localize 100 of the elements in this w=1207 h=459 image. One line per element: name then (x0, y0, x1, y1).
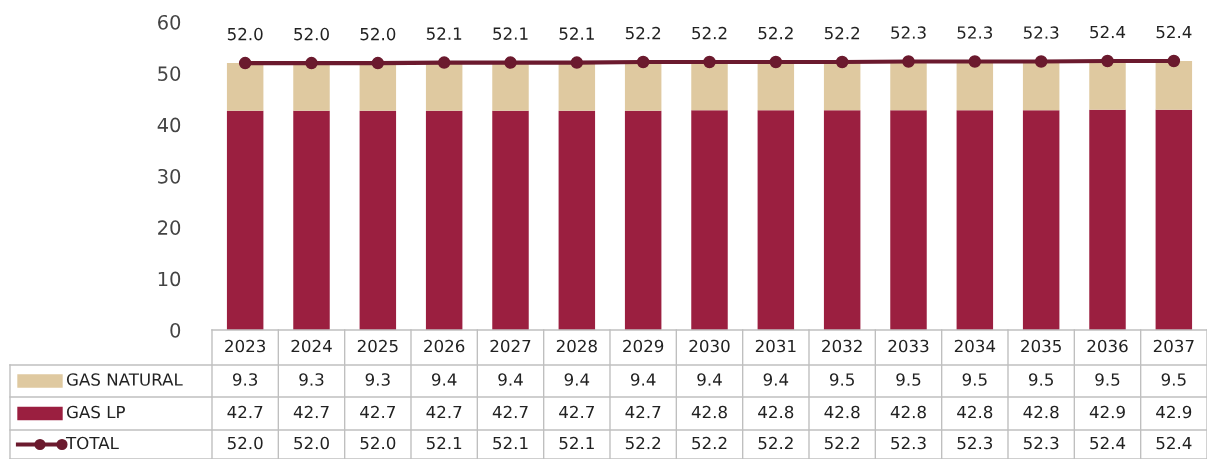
data-label: 42.7 (227, 405, 263, 419)
x-tick-label: 2036 (1087, 339, 1128, 353)
text: 52.0 (294, 27, 329, 41)
bar (226, 63, 264, 111)
bar (1155, 61, 1193, 110)
bar (425, 110, 463, 330)
legend-label: GAS NATURAL (66, 373, 183, 386)
x-tick-label: 2033 (888, 339, 929, 353)
y-tick-label: 20 (158, 220, 181, 235)
data-label: 52.1 (559, 436, 594, 450)
data-label: 42.7 (360, 405, 395, 419)
text: 52.4 (1090, 25, 1126, 39)
bar (492, 62, 529, 111)
text: 52.2 (692, 26, 727, 40)
text: 52.1 (493, 27, 528, 40)
data-label: 9.4 (763, 373, 789, 386)
x-tick-label: 2024 (291, 339, 332, 353)
y-tick-label: 60 (158, 14, 181, 30)
data-label: 42.7 (625, 405, 661, 419)
data-label: 9.5 (1095, 373, 1120, 386)
data-label: 42.7 (492, 405, 528, 419)
bar (956, 110, 994, 330)
bar (1022, 110, 1060, 330)
bar (624, 62, 662, 111)
data-label: 52.0 (227, 436, 263, 450)
text: 52.2 (758, 26, 793, 40)
data-label: 52.2 (758, 436, 793, 450)
x-tick-label: 2029 (623, 339, 664, 353)
data-label: 42.8 (691, 405, 727, 419)
data-label: 42.8 (1023, 405, 1059, 419)
data-label: 42.8 (758, 405, 794, 419)
x-tick-label: 2034 (954, 339, 996, 353)
y-tick-label: 40 (157, 117, 181, 133)
data-label: 42.9 (1089, 405, 1125, 419)
bar (823, 61, 861, 111)
data-label: 9.4 (564, 373, 590, 386)
bar (1089, 61, 1126, 110)
text: 52.0 (360, 27, 396, 41)
y-tick-label: 30 (158, 168, 181, 184)
data-label: 9.4 (697, 373, 722, 386)
x-tick-label: 2023 (225, 339, 266, 353)
data-label: 52.1 (426, 436, 462, 450)
bar (691, 62, 728, 111)
text: 52.1 (559, 27, 594, 40)
data-label: 52.3 (957, 436, 993, 450)
data-label: 42.7 (293, 405, 329, 419)
data-label: 9.3 (299, 373, 324, 386)
text: 52.1 (426, 27, 462, 40)
bar (359, 110, 397, 330)
data-label: 52.1 (493, 436, 528, 450)
data-label: 42.9 (1156, 405, 1192, 419)
x-tick-label: 2035 (1021, 339, 1061, 353)
data-label: 52.0 (294, 436, 329, 450)
text: 52.3 (1023, 26, 1059, 39)
text: 52.3 (957, 26, 993, 39)
text: 52.3 (891, 26, 926, 39)
data-label: 9.3 (365, 373, 390, 386)
x-tick-label: 2026 (424, 339, 465, 353)
bar (956, 61, 994, 111)
x-tick-label: 2037 (1153, 339, 1194, 353)
bar (1022, 61, 1060, 111)
data-label: 9.4 (630, 373, 656, 386)
bar (890, 61, 927, 111)
data-label: 52.3 (1023, 436, 1059, 450)
data-label: 9.5 (1028, 373, 1053, 386)
data-label: 42.8 (824, 405, 860, 419)
x-tick-label: 2032 (822, 339, 862, 353)
bar (757, 110, 795, 330)
bar (1089, 109, 1126, 330)
legend-label: GAS LP (66, 405, 125, 419)
bar (691, 110, 728, 330)
data-label: 42.7 (426, 405, 462, 419)
data-label: 9.5 (829, 373, 854, 386)
data-label: 52.4 (1156, 436, 1192, 450)
x-tick-label: 2028 (556, 339, 597, 353)
data-label: 42.8 (957, 405, 993, 419)
bar (624, 110, 662, 330)
y-tick-label: 50 (158, 66, 181, 81)
data-label: 52.4 (1090, 436, 1126, 450)
bar (558, 110, 596, 330)
data-label: 52.3 (891, 436, 926, 450)
bar (558, 62, 596, 111)
x-tick-label: 2027 (490, 339, 531, 353)
bar (425, 62, 463, 111)
data-label: 9.4 (498, 373, 523, 386)
y-tick-label: 10 (158, 271, 181, 287)
bar (359, 63, 397, 111)
data-label: 52.2 (625, 436, 661, 450)
text: 52.4 (1156, 25, 1192, 39)
bar (1155, 109, 1193, 330)
bar (293, 63, 330, 111)
data-label: 42.7 (559, 405, 594, 419)
bar (293, 110, 330, 330)
bar (757, 62, 795, 111)
bar (823, 110, 861, 330)
data-label: 9.5 (896, 373, 921, 386)
data-label: 9.3 (232, 373, 258, 386)
text: 52.0 (227, 27, 263, 41)
data-label: 42.8 (890, 405, 926, 419)
x-tick-label: 2025 (357, 339, 398, 353)
